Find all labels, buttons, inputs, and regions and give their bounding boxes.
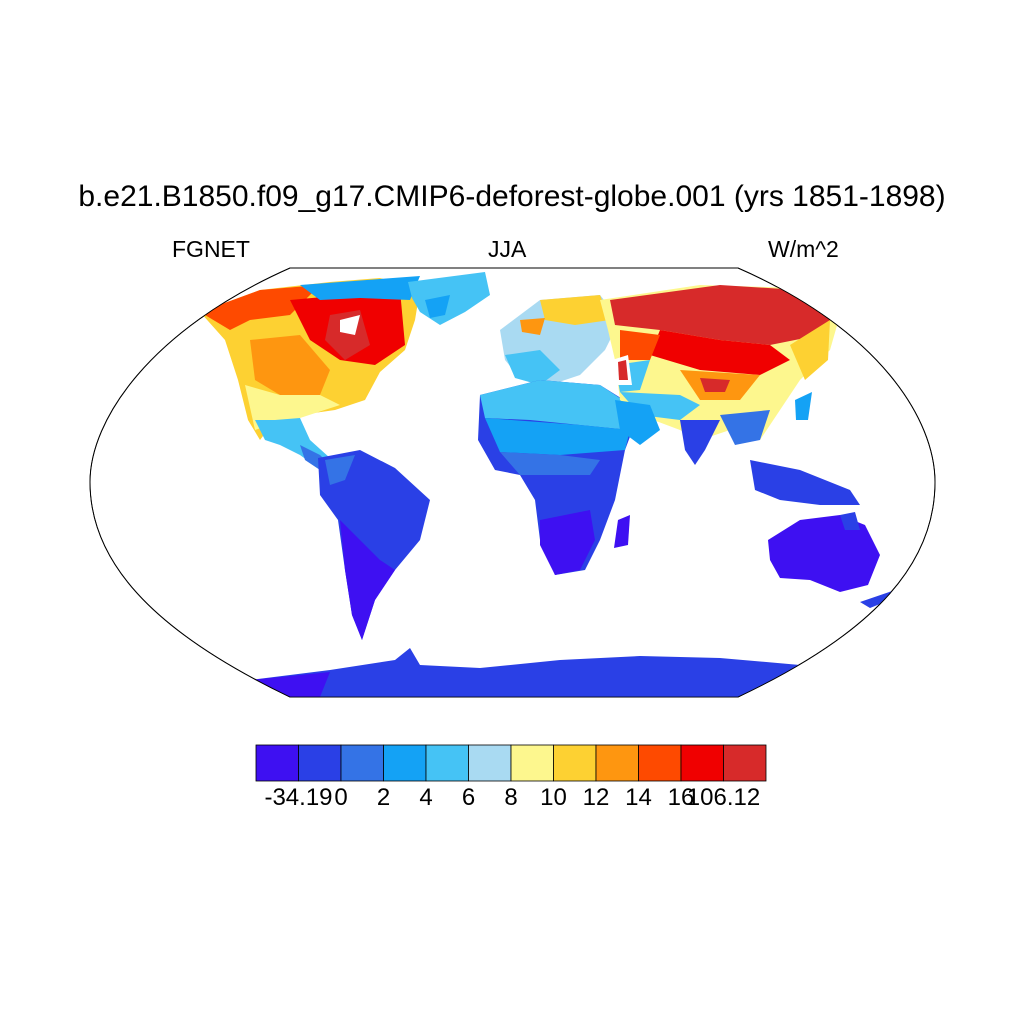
colorbar-box-0 (255, 744, 299, 782)
asia (600, 285, 840, 465)
colorbar (255, 744, 767, 782)
south-america (318, 450, 430, 640)
japan (795, 392, 812, 420)
season-label: JJA (488, 236, 527, 262)
colorbar-label-2: 2 (376, 784, 391, 811)
colorbar-label-0: -34.19 (264, 784, 333, 811)
europe (500, 295, 620, 385)
colorbar-box-11 (723, 744, 767, 782)
madagascar (614, 515, 630, 548)
australia (768, 512, 880, 592)
colorbar-box-2 (340, 744, 384, 782)
colorbar-box-3 (383, 744, 427, 782)
colorbar-label-4: 6 (461, 784, 476, 811)
africa (478, 380, 640, 575)
arctic-islands (300, 276, 420, 300)
new-zealand (860, 578, 905, 608)
colorbar-box-6 (510, 744, 554, 782)
colorbar-box-1 (298, 744, 342, 782)
colorbar-box-4 (425, 744, 469, 782)
colorbar-box-8 (595, 744, 639, 782)
units-label: W/m^2 (768, 236, 839, 262)
colorbar-label-5: 8 (504, 784, 518, 811)
north-america (200, 278, 420, 470)
colorbar-box-10 (680, 744, 724, 782)
colorbar-label-1: 0 (334, 784, 348, 811)
plot-title: b.e21.B1850.f09_g17.CMIP6-deforest-globe… (78, 180, 946, 213)
variable-name: FGNET (172, 236, 250, 262)
colorbar-label-6: 10 (540, 784, 567, 811)
colorbar-label-3: 4 (419, 784, 433, 811)
arabia (615, 400, 660, 445)
colorbar-label-8: 14 (625, 784, 652, 811)
colorbar-box-7 (553, 744, 597, 782)
colorbar-box-9 (638, 744, 682, 782)
colorbar-label-7: 12 (582, 784, 610, 811)
colorbar-label-9: 16 (667, 784, 695, 811)
colorbar-label-10: 106.12 (686, 784, 761, 811)
maritime-southeast-asia (750, 460, 860, 505)
colorbar-box-5 (468, 744, 512, 782)
map-outline (89, 267, 936, 698)
